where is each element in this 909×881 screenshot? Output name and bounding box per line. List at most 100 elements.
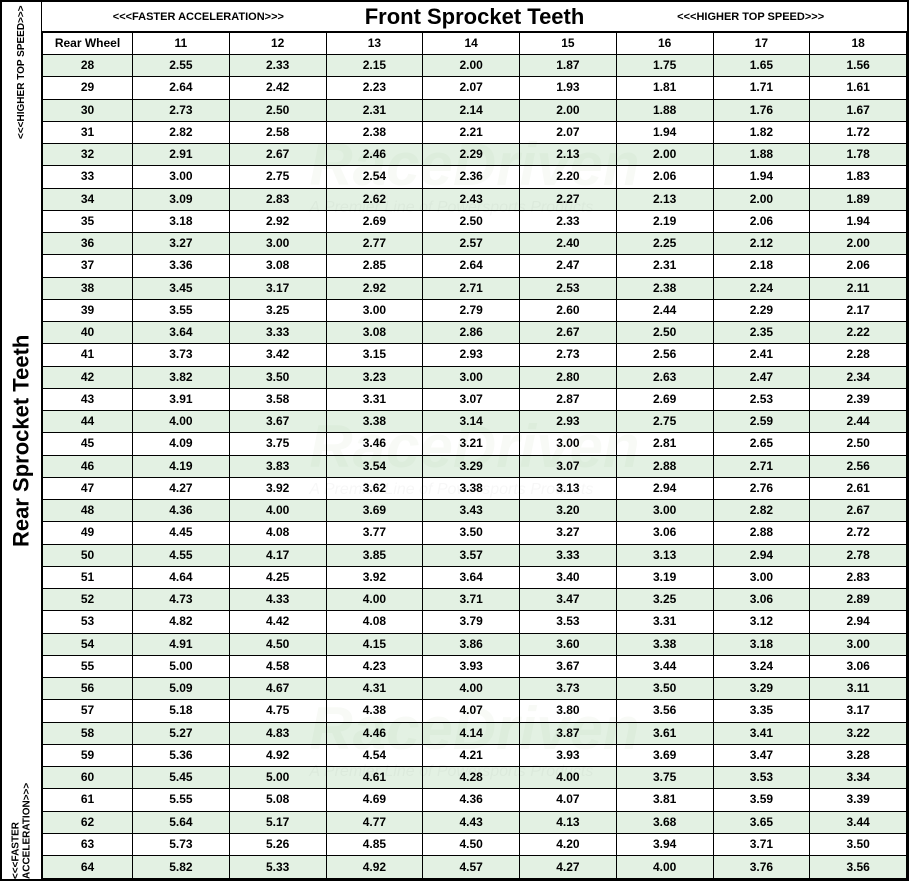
main-area: <<<FASTER ACCELERATION>>> Front Sprocket… (42, 2, 907, 879)
ratio-cell: 4.23 (326, 655, 423, 677)
ratio-cell: 4.46 (326, 722, 423, 744)
ratio-cell: 5.73 (133, 833, 230, 855)
ratio-cell: 4.67 (229, 678, 326, 700)
ratio-cell: 3.56 (616, 700, 713, 722)
table-row: 575.184.754.384.073.803.563.353.17 (43, 700, 907, 722)
ratio-cell: 2.57 (423, 233, 520, 255)
ratio-cell: 3.15 (326, 344, 423, 366)
table-row: 353.182.922.692.502.332.192.061.94 (43, 210, 907, 232)
ratio-cell: 4.58 (229, 655, 326, 677)
table-row: 322.912.672.462.292.132.001.881.78 (43, 144, 907, 166)
ratio-cell: 3.53 (520, 611, 617, 633)
ratio-cell: 3.17 (810, 700, 907, 722)
ratio-cell: 5.64 (133, 811, 230, 833)
front-teeth-header: 15 (520, 33, 617, 55)
ratio-cell: 3.45 (133, 277, 230, 299)
ratio-cell: 3.57 (423, 544, 520, 566)
ratio-cell: 5.08 (229, 789, 326, 811)
rear-teeth-cell: 36 (43, 233, 133, 255)
ratio-cell: 3.00 (520, 433, 617, 455)
front-teeth-header: 12 (229, 33, 326, 55)
ratio-cell: 4.75 (229, 700, 326, 722)
page-title: Front Sprocket Teeth (355, 4, 595, 30)
ratio-cell: 3.11 (810, 678, 907, 700)
ratio-cell: 4.31 (326, 678, 423, 700)
ratio-cell: 1.81 (616, 77, 713, 99)
rear-teeth-cell: 56 (43, 678, 133, 700)
ratio-cell: 2.07 (423, 77, 520, 99)
ratio-cell: 4.57 (423, 856, 520, 879)
ratio-cell: 3.50 (810, 833, 907, 855)
top-right-note: <<<HIGHER TOP SPEED>>> (594, 11, 907, 23)
ratio-cell: 1.67 (810, 99, 907, 121)
ratio-cell: 3.17 (229, 277, 326, 299)
table-row: 484.364.003.693.433.203.002.822.67 (43, 500, 907, 522)
ratio-cell: 4.82 (133, 611, 230, 633)
ratio-cell: 3.00 (616, 500, 713, 522)
ratio-cell: 2.07 (520, 121, 617, 143)
table-row: 302.732.502.312.142.001.881.761.67 (43, 99, 907, 121)
ratio-cell: 2.31 (616, 255, 713, 277)
ratio-cell: 2.50 (229, 99, 326, 121)
ratio-cell: 2.94 (616, 477, 713, 499)
table-row: 514.644.253.923.643.403.193.002.83 (43, 566, 907, 588)
ratio-cell: 4.15 (326, 633, 423, 655)
gear-ratio-table: Rear Wheel 1112131415161718 282.552.332.… (42, 32, 907, 879)
rear-teeth-cell: 63 (43, 833, 133, 855)
rear-teeth-cell: 37 (43, 255, 133, 277)
rear-teeth-cell: 62 (43, 811, 133, 833)
ratio-cell: 4.50 (229, 633, 326, 655)
ratio-cell: 3.31 (616, 611, 713, 633)
ratio-cell: 3.93 (520, 744, 617, 766)
table-row: 454.093.753.463.213.002.812.652.50 (43, 433, 907, 455)
ratio-cell: 3.60 (520, 633, 617, 655)
ratio-cell: 2.47 (520, 255, 617, 277)
ratio-cell: 3.71 (423, 589, 520, 611)
ratio-cell: 3.09 (133, 188, 230, 210)
ratio-cell: 5.82 (133, 856, 230, 879)
ratio-cell: 3.81 (616, 789, 713, 811)
ratio-cell: 4.33 (229, 589, 326, 611)
ratio-cell: 5.18 (133, 700, 230, 722)
ratio-cell: 2.67 (229, 144, 326, 166)
ratio-cell: 3.25 (229, 299, 326, 321)
ratio-cell: 3.14 (423, 411, 520, 433)
ratio-cell: 3.38 (616, 633, 713, 655)
ratio-cell: 3.13 (520, 477, 617, 499)
ratio-cell: 3.19 (616, 566, 713, 588)
ratio-cell: 3.59 (713, 789, 810, 811)
ratio-cell: 2.36 (423, 166, 520, 188)
ratio-cell: 2.69 (326, 210, 423, 232)
ratio-cell: 2.13 (616, 188, 713, 210)
ratio-cell: 2.88 (713, 522, 810, 544)
ratio-cell: 4.00 (133, 411, 230, 433)
ratio-cell: 2.14 (423, 99, 520, 121)
ratio-cell: 3.36 (133, 255, 230, 277)
ratio-cell: 2.27 (520, 188, 617, 210)
ratio-cell: 3.53 (713, 767, 810, 789)
rear-teeth-cell: 60 (43, 767, 133, 789)
table-row: 373.363.082.852.642.472.312.182.06 (43, 255, 907, 277)
ratio-cell: 2.29 (423, 144, 520, 166)
rear-teeth-cell: 58 (43, 722, 133, 744)
ratio-cell: 2.40 (520, 233, 617, 255)
rear-teeth-cell: 46 (43, 455, 133, 477)
ratio-cell: 3.50 (423, 522, 520, 544)
ratio-cell: 3.39 (810, 789, 907, 811)
ratio-cell: 3.77 (326, 522, 423, 544)
ratio-cell: 1.82 (713, 121, 810, 143)
ratio-cell: 3.40 (520, 566, 617, 588)
rear-teeth-cell: 50 (43, 544, 133, 566)
front-teeth-header: 13 (326, 33, 423, 55)
ratio-cell: 3.75 (229, 433, 326, 455)
ratio-cell: 3.62 (326, 477, 423, 499)
ratio-cell: 2.31 (326, 99, 423, 121)
ratio-cell: 1.65 (713, 55, 810, 77)
ratio-cell: 3.07 (423, 388, 520, 410)
ratio-cell: 1.75 (616, 55, 713, 77)
ratio-cell: 1.88 (713, 144, 810, 166)
ratio-cell: 2.00 (520, 99, 617, 121)
ratio-cell: 4.36 (423, 789, 520, 811)
ratio-cell: 2.50 (616, 322, 713, 344)
ratio-cell: 4.00 (229, 500, 326, 522)
